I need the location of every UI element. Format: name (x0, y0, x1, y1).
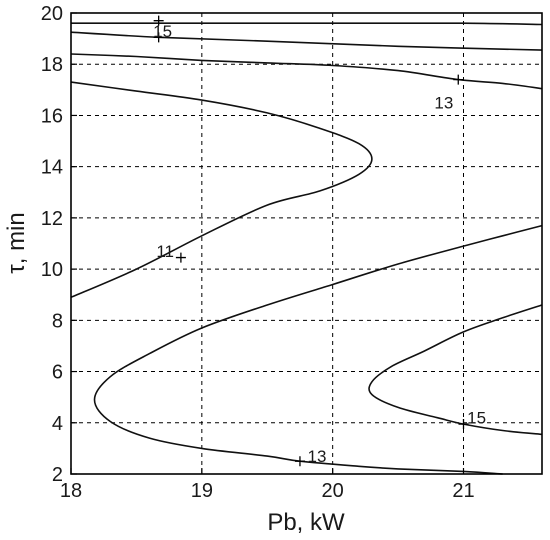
y-tick-label: 12 (41, 208, 63, 230)
contour-line (70, 81, 373, 299)
x-axis-label: Pb, kW (267, 509, 345, 536)
contour-label: 15 (467, 409, 486, 428)
label-marker (294, 456, 305, 467)
contour-line (70, 53, 543, 90)
label-marker (175, 252, 186, 263)
y-tick-label: 4 (52, 413, 63, 435)
label-marker (153, 15, 164, 26)
contour-lines (70, 22, 543, 475)
label-marker (453, 74, 464, 85)
x-tick-label: 19 (191, 480, 213, 502)
y-axis-label: τ, min (3, 212, 30, 274)
plot-frame (70, 12, 543, 475)
contour-line (368, 304, 543, 436)
y-axis-ticks: 2 4 6 8 10 12 14 16 18 20 (41, 3, 77, 486)
x-axis-ticks: 18 19 20 21 (60, 468, 475, 502)
y-tick-label: 6 (52, 362, 63, 384)
contour-label: 13 (434, 94, 453, 113)
contour-line (93, 224, 543, 475)
contour-labels: 15 13 11 15 13 (153, 22, 486, 466)
x-tick-label: 18 (60, 480, 82, 502)
label-marker (153, 32, 164, 43)
contour-line (71, 22, 543, 26)
x-tick-label: 21 (452, 480, 474, 502)
x-tick-label: 20 (322, 480, 344, 502)
y-tick-label: 2 (52, 464, 63, 486)
contour-label: 11 (156, 242, 174, 261)
contour-line (70, 31, 543, 51)
label-marker (458, 419, 469, 430)
contour-label: 15 (153, 22, 172, 41)
y-tick-label: 14 (41, 157, 63, 179)
y-tick-label: 16 (41, 105, 63, 127)
grid (71, 13, 542, 474)
contour-label-markers (153, 15, 469, 467)
y-tick-label: 10 (41, 259, 63, 281)
y-tick-label: 20 (41, 3, 63, 25)
contour-label: 13 (308, 447, 327, 466)
y-tick-label: 18 (41, 54, 63, 76)
y-tick-label: 8 (52, 310, 63, 332)
